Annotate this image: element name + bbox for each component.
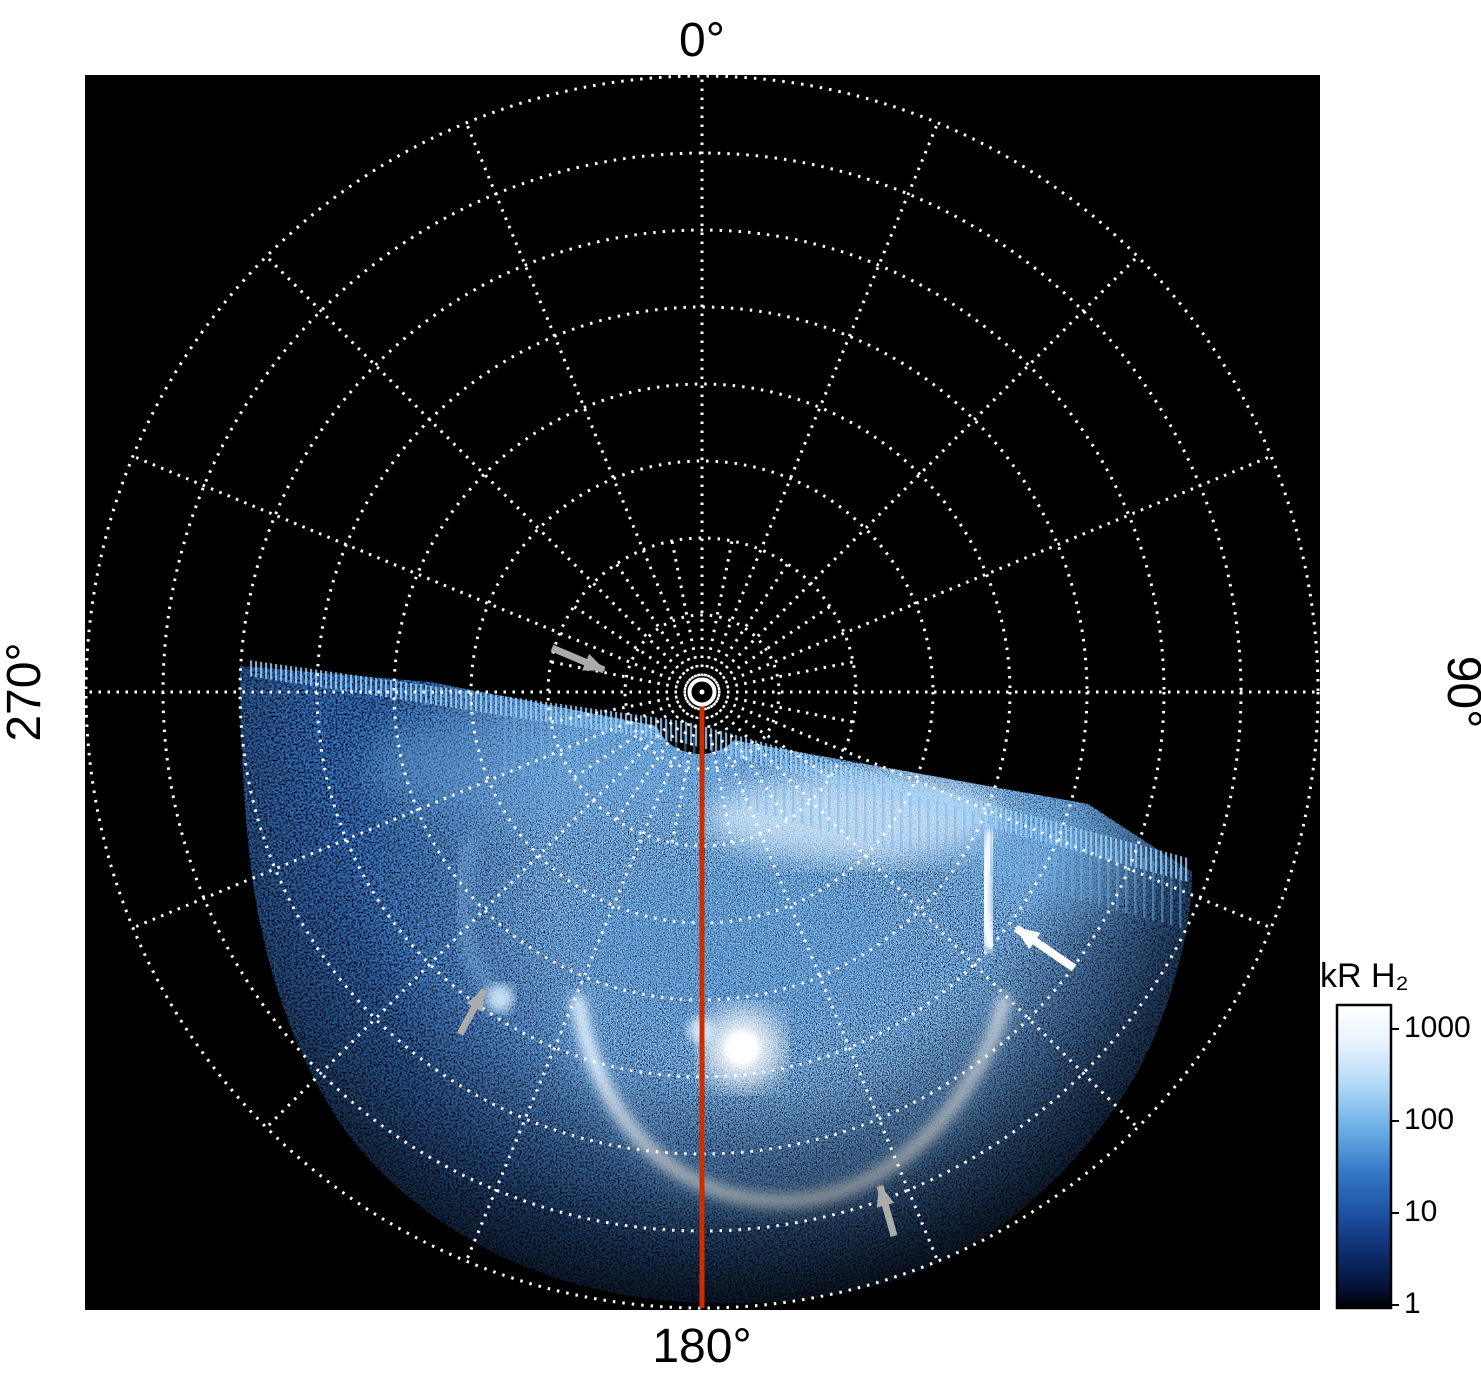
gray-arrow-top	[550, 644, 606, 674]
gray-arrow-bottom	[876, 1184, 898, 1237]
grid-ring	[238, 228, 1166, 1156]
pole-ring	[687, 677, 717, 707]
colorbar-title: kR H₂	[1320, 957, 1409, 995]
colorbar-tick-1000: 1000	[1404, 1011, 1471, 1044]
emission-fringe	[248, 660, 1188, 930]
pole-marker	[687, 677, 717, 707]
grid-ring	[623, 613, 781, 771]
plot-area	[85, 75, 1320, 1310]
colorbar-tick-100: 100	[1404, 1103, 1454, 1136]
grid-ring	[392, 382, 1012, 1002]
axis-label-0: 0°	[679, 14, 725, 67]
white-arrow-right	[1013, 924, 1077, 972]
axis-label-180: 180°	[652, 1320, 751, 1373]
axis-label-90: 90°	[1437, 656, 1481, 729]
colorbar-tick-1: 1	[1404, 1287, 1421, 1320]
gray-arrow-left	[456, 988, 488, 1036]
annotation-arrows	[456, 644, 1077, 1237]
colorbar: kR H₂ 1000 100 10 1	[1320, 957, 1471, 1320]
fringe-strip	[688, 733, 1188, 930]
colorbar-tick-10: 10	[1404, 1195, 1437, 1228]
pole-dot	[699, 689, 705, 695]
colorbar-gradient	[1335, 1003, 1393, 1310]
axis-label-270: 270°	[0, 642, 51, 741]
grid-ring	[85, 75, 1320, 1310]
grid-ring	[546, 536, 858, 848]
fringe-strip	[500, 705, 688, 800]
fringe-strip	[248, 660, 1188, 882]
